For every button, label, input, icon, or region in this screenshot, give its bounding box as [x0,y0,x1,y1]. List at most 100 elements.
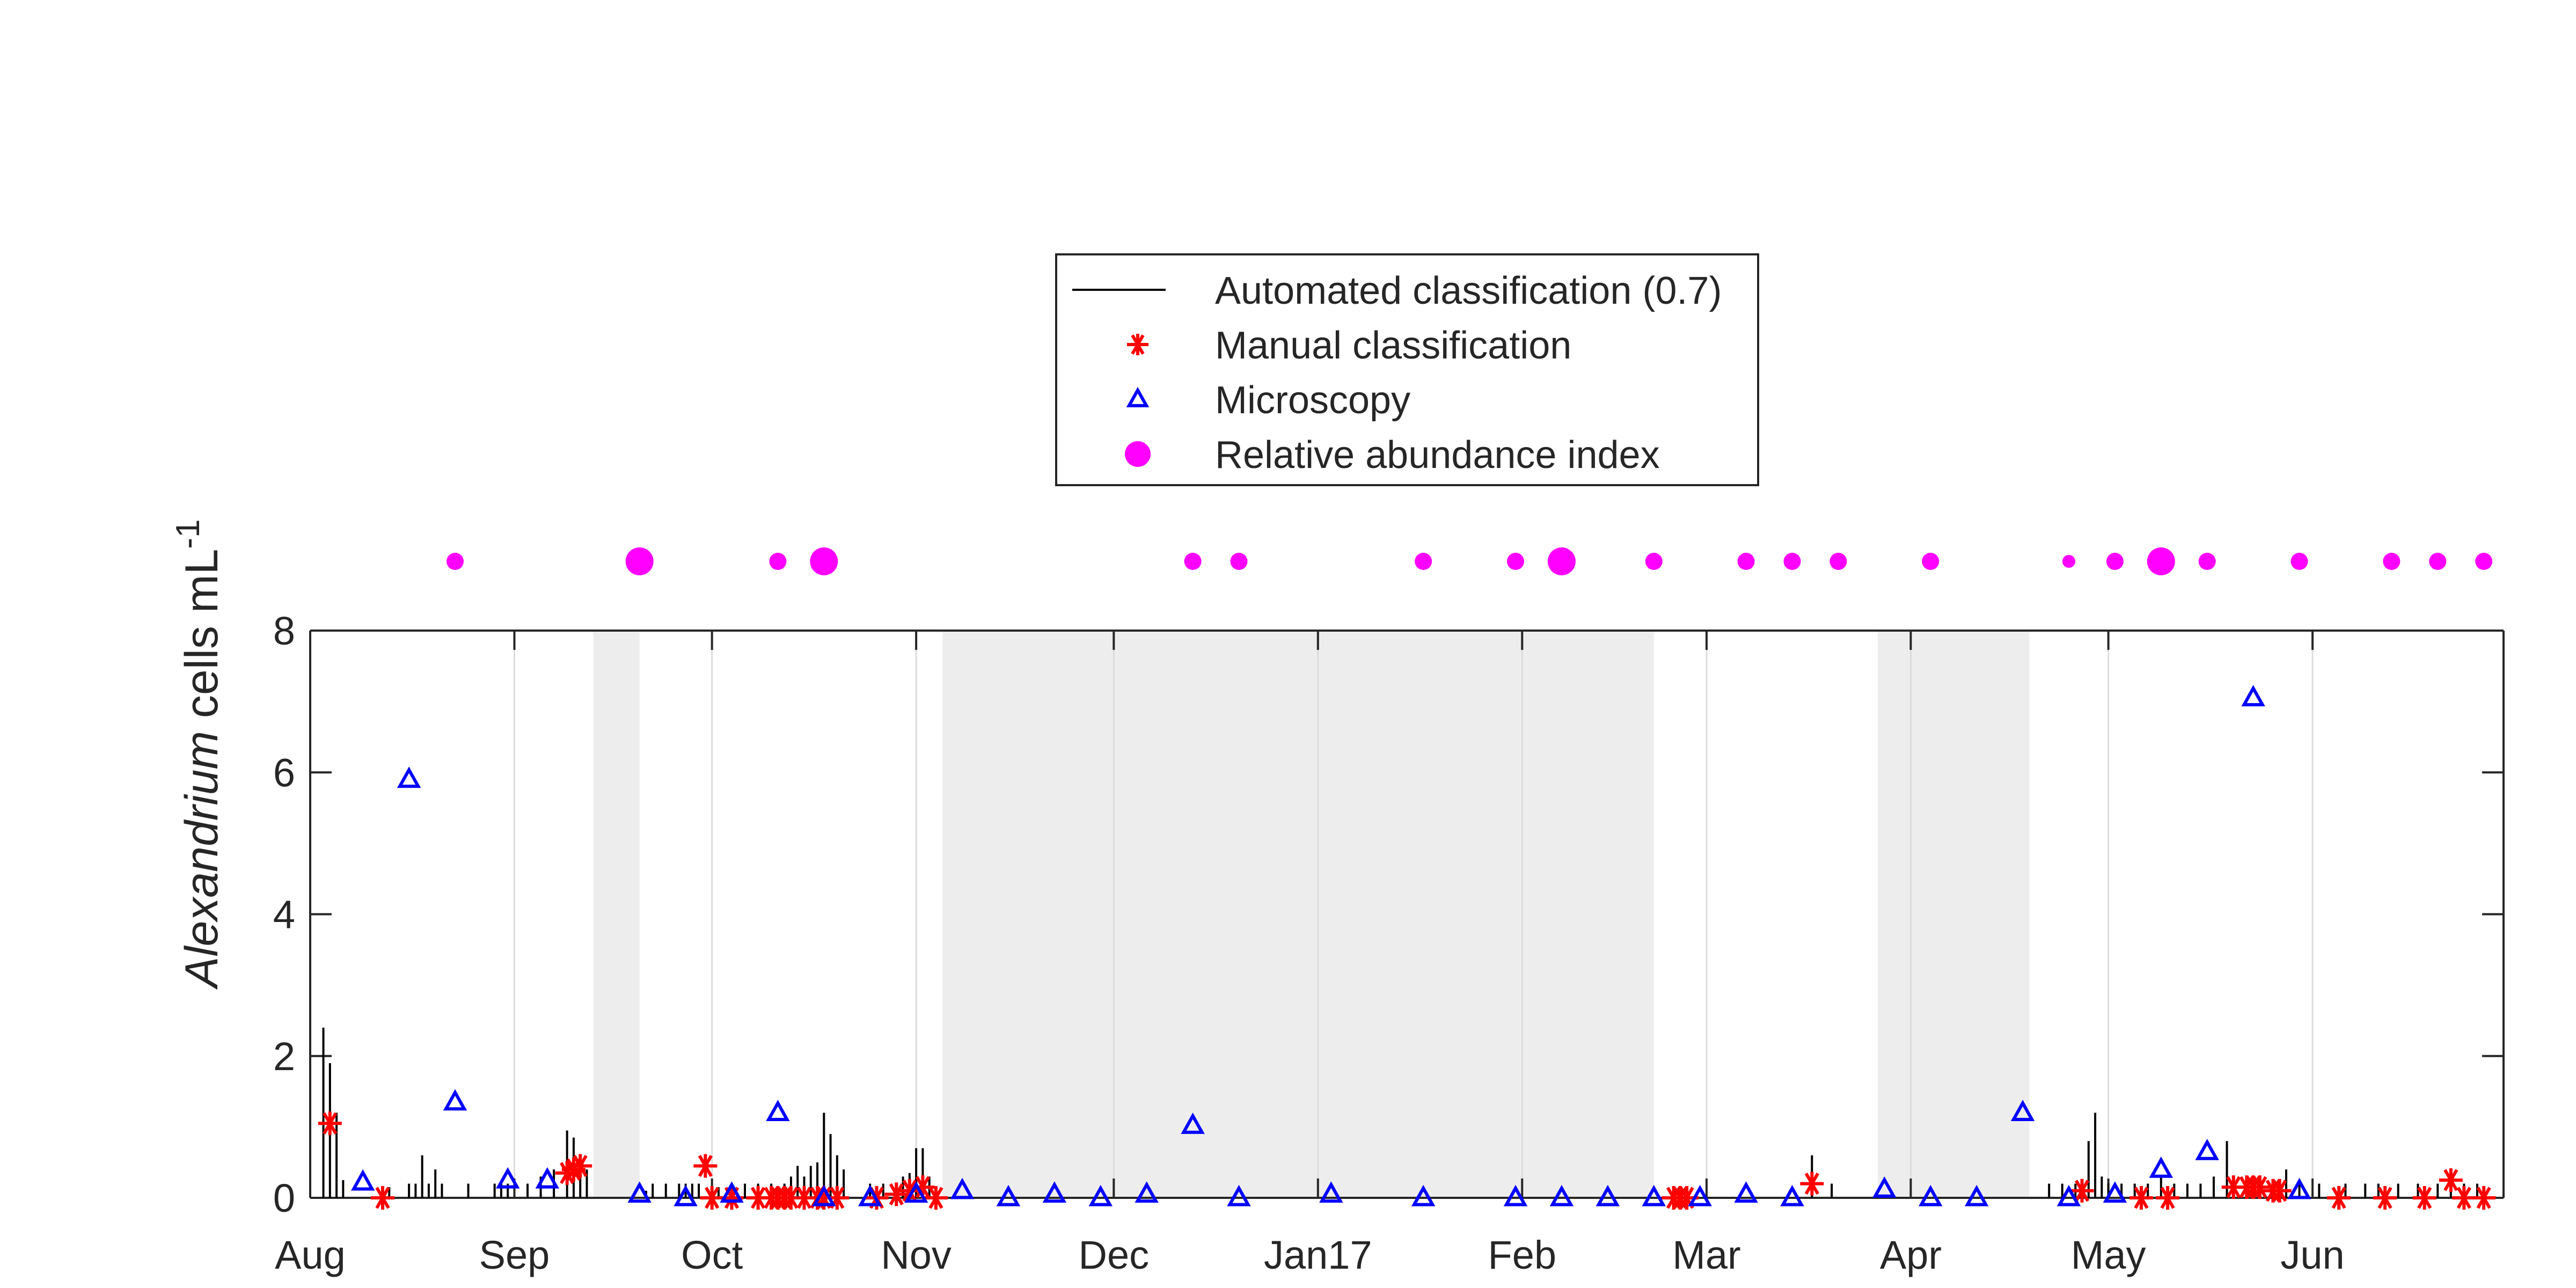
manual-point [371,1186,395,1210]
manual-point [2439,1168,2463,1192]
microscopy-point [858,1184,882,1206]
manual-point [2248,1175,2272,1199]
microscopy-point [2103,1181,2127,1203]
microscopy-point [1042,1181,1067,1203]
x-tick-label: Jan17 [1264,1233,1372,1277]
y-axis-label-italic: Alexandrium [176,731,228,990]
microscopy-point [1596,1184,1620,1206]
x-tick-label: Feb [1488,1233,1557,1277]
microscopy-point [766,1100,790,1122]
shaded-period [1878,631,2030,1198]
x-tick-label: Dec [1079,1233,1150,1277]
abundance-index-point [1783,553,1801,570]
abundance-index-point [1829,553,1847,570]
microscopy-point [1135,1181,1159,1203]
abundance-index-point [625,547,654,575]
manual-point [2267,1179,2292,1203]
microscopy-point [350,1169,375,1191]
microscopy-point [1227,1184,1251,1206]
abundance-index-point [769,553,787,570]
abundance-index-point [1645,553,1663,570]
microscopy-point [627,1181,652,1203]
x-tick-label: Jun [2280,1233,2344,1277]
abundance-index-point [2147,547,2175,575]
manual-point [1800,1172,1824,1196]
manual-point [568,1154,592,1178]
abundance-index-point [1507,553,1525,570]
microscopy-point [1919,1184,1943,1206]
shaded-period [593,631,640,1198]
microscopy-point [2149,1157,2174,1178]
abundance-index-point [2383,553,2401,570]
abundance-index-point [1415,553,1432,570]
microscopy-point [2195,1138,2219,1160]
microscopy-point [950,1177,975,1199]
microscopy-point [1734,1181,1758,1203]
y-tick-label: 8 [273,609,295,653]
microscopy-point [2057,1184,2081,1206]
shaded-periods [593,631,2030,1198]
manual-point [2156,1186,2180,1210]
x-tick-label: Sep [479,1233,550,1277]
manual-point [2412,1186,2436,1210]
legend-label: Microscopy [1215,379,1410,422]
legend-triangle-icon [1126,386,1150,407]
manual-point [700,1186,724,1210]
data-marks [318,547,2496,1210]
microscopy-point [1319,1181,1343,1203]
abundance-index-point [1737,553,1755,570]
y-axis-label-text: Alexandrium cells mL-1 [170,519,228,990]
abundance-index-point [2475,553,2493,570]
x-tick-label: Mar [1672,1233,1740,1277]
abundance-index-point [2062,555,2075,568]
microscopy-point [720,1181,744,1203]
microscopy-point [1964,1184,1989,1206]
x-tick-label: May [2071,1233,2146,1277]
microscopy-point [1780,1184,1804,1206]
manual-point [2452,1186,2476,1210]
microscopy-point [1549,1184,1574,1206]
x-tick-label: Apr [1880,1233,1942,1277]
microscopy-point [535,1167,560,1189]
microscopy-point [2241,685,2265,707]
microscopy-point [1872,1176,1897,1198]
x-tick-label: Nov [881,1233,952,1277]
manual-point [318,1111,342,1136]
abundance-index-point [1922,553,1940,570]
manual-point [2070,1179,2094,1203]
manual-point [2129,1186,2153,1210]
legend-label: Automated classification (0.7) [1215,269,1722,312]
abundance-index-point [810,547,838,575]
legend-circle-icon [1125,441,1151,467]
y-tick-label: 4 [273,892,295,937]
abundance-index-point [2290,553,2308,570]
microscopy-point [495,1167,520,1189]
x-tick-label: Oct [681,1233,743,1277]
abundance-index-point [2106,553,2124,570]
microscopy-point [443,1089,467,1111]
abundance-index-point [1547,547,1576,575]
manual-point [884,1182,909,1206]
microscopy-point [904,1181,928,1203]
microscopy-point [397,766,421,788]
microscopy-point [2010,1100,2035,1122]
abundance-index-point [1184,553,1202,570]
y-tick-label: 0 [273,1176,295,1220]
microscopy-point [1503,1184,1528,1206]
manual-point [792,1186,816,1210]
legend-label: Manual classification [1215,324,1571,367]
microscopy-point [1411,1184,1436,1206]
y-tick-label: 2 [273,1034,295,1079]
legend-box [1055,253,1759,486]
legend-label: Relative abundance index [1215,434,1660,477]
legend: Automated classification (0.7) Manual cla… [1055,253,1759,486]
manual-point [2221,1175,2245,1199]
x-tick-label: Aug [275,1233,346,1277]
manual-point [924,1186,948,1210]
manual-point [2327,1186,2351,1210]
shaded-period [942,631,1654,1198]
y-axis-label: Alexandrium cells mL-1 [170,519,228,990]
microscopy-point [2287,1177,2311,1199]
manual-point [2373,1186,2397,1210]
